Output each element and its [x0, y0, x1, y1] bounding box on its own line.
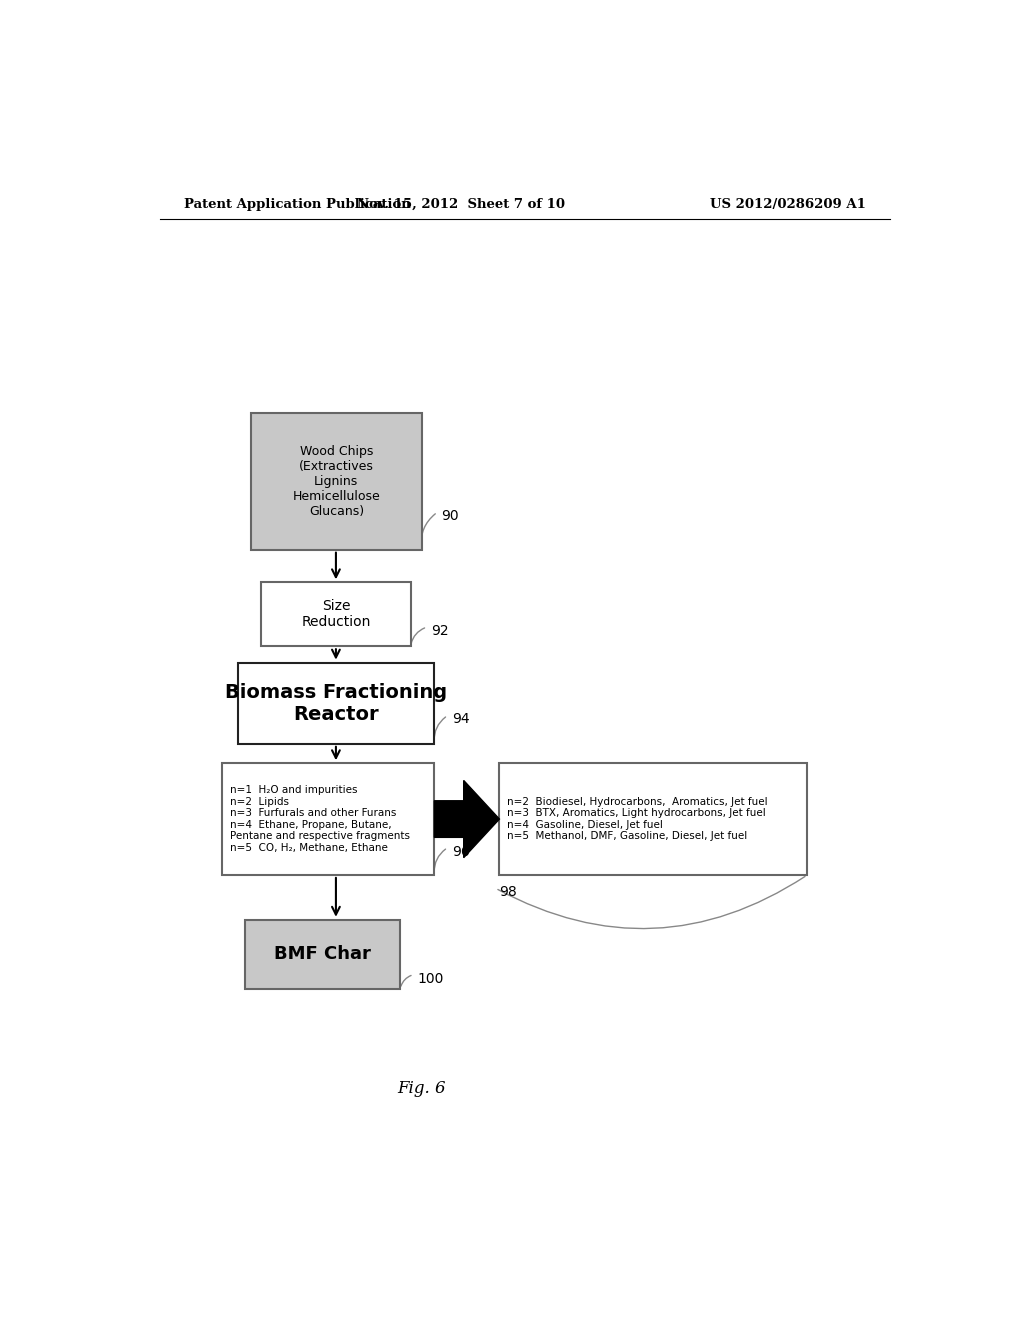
Text: Fig. 6: Fig. 6 [397, 1080, 445, 1097]
Text: US 2012/0286209 A1: US 2012/0286209 A1 [711, 198, 866, 211]
Text: BMF Char: BMF Char [274, 945, 372, 964]
Text: 100: 100 [418, 972, 444, 986]
Text: 90: 90 [441, 510, 459, 523]
FancyBboxPatch shape [251, 412, 422, 549]
FancyBboxPatch shape [238, 663, 434, 744]
Text: Nov. 15, 2012  Sheet 7 of 10: Nov. 15, 2012 Sheet 7 of 10 [357, 198, 565, 211]
Text: n=1  H₂O and impurities
n=2  Lipids
n=3  Furfurals and other Furans
n=4  Ethane,: n=1 H₂O and impurities n=2 Lipids n=3 Fu… [229, 785, 410, 853]
Text: 96: 96 [452, 845, 470, 858]
Text: 92: 92 [431, 624, 449, 638]
Text: 94: 94 [452, 713, 469, 726]
FancyBboxPatch shape [221, 763, 434, 875]
Text: Wood Chips
(Extractives
Lignins
Hemicellulose
Glucans): Wood Chips (Extractives Lignins Hemicell… [293, 445, 380, 517]
Polygon shape [434, 780, 500, 858]
Text: Size
Reduction: Size Reduction [301, 599, 371, 630]
Text: Biomass Fractioning
Reactor: Biomass Fractioning Reactor [225, 682, 447, 723]
Text: n=2  Biodiesel, Hydrocarbons,  Aromatics, Jet fuel
n=3  BTX, Aromatics, Light hy: n=2 Biodiesel, Hydrocarbons, Aromatics, … [507, 797, 768, 841]
Text: 98: 98 [500, 886, 517, 899]
Text: Patent Application Publication: Patent Application Publication [183, 198, 411, 211]
FancyBboxPatch shape [500, 763, 807, 875]
FancyBboxPatch shape [246, 920, 400, 989]
FancyBboxPatch shape [261, 582, 411, 647]
